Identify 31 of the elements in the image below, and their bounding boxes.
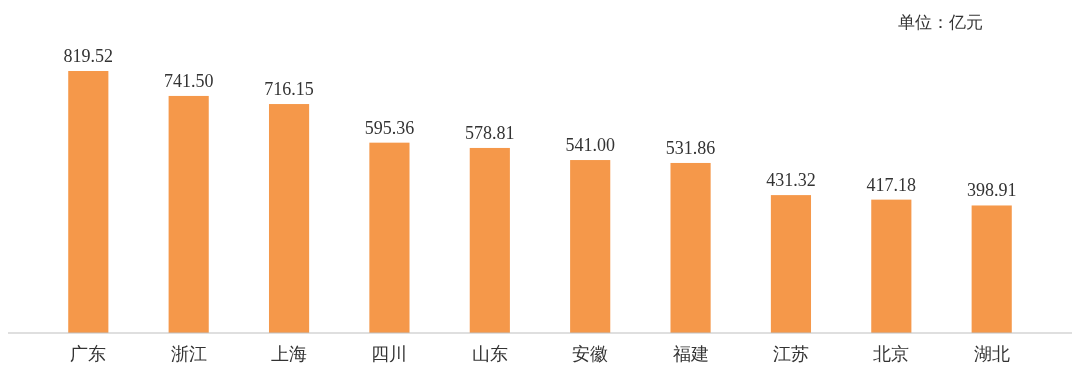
data-label: 541.00 <box>565 135 615 156</box>
data-label: 716.15 <box>264 79 314 100</box>
data-label: 531.86 <box>665 137 716 158</box>
x-tick-label: 福建 <box>672 343 709 364</box>
data-label: 595.36 <box>364 117 415 138</box>
x-tick-label: 安徽 <box>572 343 609 364</box>
x-tick-label: 四川 <box>371 343 408 364</box>
x-tick-label: 北京 <box>873 343 910 364</box>
x-tick-label: 广东 <box>70 343 107 364</box>
x-tick-label: 湖北 <box>973 343 1010 364</box>
bar <box>369 142 410 333</box>
x-tick-label: 上海 <box>271 343 308 364</box>
data-label: 578.81 <box>465 122 515 143</box>
bar <box>670 162 711 333</box>
bar <box>871 199 912 333</box>
bar <box>971 205 1012 333</box>
bar <box>770 195 812 333</box>
data-label: 819.52 <box>63 46 114 66</box>
text: 单位：亿元 <box>898 13 983 32</box>
bar <box>268 104 310 333</box>
bar <box>570 160 611 333</box>
data-label: 741.50 <box>163 70 214 91</box>
bar <box>168 95 209 333</box>
x-tick-label: 山东 <box>471 343 508 364</box>
data-label: 417.18 <box>866 174 917 195</box>
data-label: 431.32 <box>766 170 816 191</box>
bar <box>469 147 510 333</box>
x-tick-label: 江苏 <box>772 343 809 364</box>
x-tick-label: 浙江 <box>170 343 207 364</box>
bar <box>68 71 109 333</box>
data-label: 398.91 <box>966 180 1017 201</box>
